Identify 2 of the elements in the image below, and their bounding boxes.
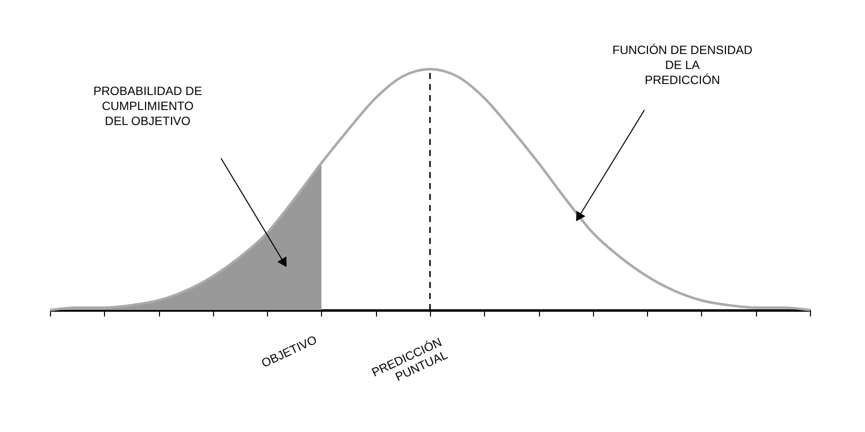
annotation: FUNCIÓN DE DENSIDAD DE LA PREDICCIÓN <box>612 43 753 87</box>
annotation: PROBABILIDAD DE CUMPLIMIENTO DEL OBJETIVO <box>93 84 202 128</box>
